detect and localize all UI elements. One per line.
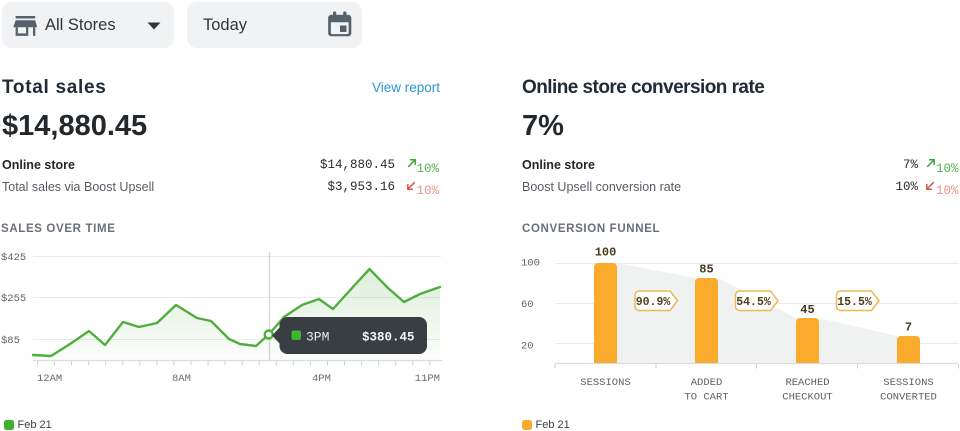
svg-text:ADDED: ADDED	[691, 377, 723, 389]
svg-text:TO CART: TO CART	[684, 392, 728, 404]
svg-text:$425: $425	[1, 252, 26, 264]
svg-text:45: 45	[800, 303, 814, 317]
svg-text:90.9%: 90.9%	[636, 296, 671, 309]
svg-text:20: 20	[521, 341, 534, 353]
svg-text:15.5%: 15.5%	[837, 296, 872, 309]
svg-text:7: 7	[905, 321, 912, 335]
svg-text:60: 60	[521, 299, 534, 311]
svg-text:$380.45: $380.45	[362, 331, 415, 345]
svg-text:CONVERTED: CONVERTED	[880, 392, 937, 404]
svg-text:SESSIONS: SESSIONS	[883, 377, 933, 389]
svg-text:100: 100	[595, 246, 617, 260]
svg-text:$255: $255	[1, 293, 26, 305]
svg-text:54.5%: 54.5%	[736, 296, 771, 309]
svg-text:REACHED: REACHED	[785, 377, 829, 389]
svg-text:4PM: 4PM	[312, 373, 331, 385]
svg-text:SESSIONS: SESSIONS	[580, 377, 630, 389]
svg-text:85: 85	[699, 263, 713, 277]
svg-text:11PM: 11PM	[415, 373, 440, 385]
svg-text:3PM: 3PM	[306, 330, 329, 345]
svg-text:8AM: 8AM	[172, 373, 191, 385]
svg-text:100: 100	[521, 258, 540, 270]
svg-text:$85: $85	[1, 335, 20, 347]
svg-text:CHECKOUT: CHECKOUT	[782, 392, 832, 404]
svg-text:12AM: 12AM	[37, 373, 62, 385]
